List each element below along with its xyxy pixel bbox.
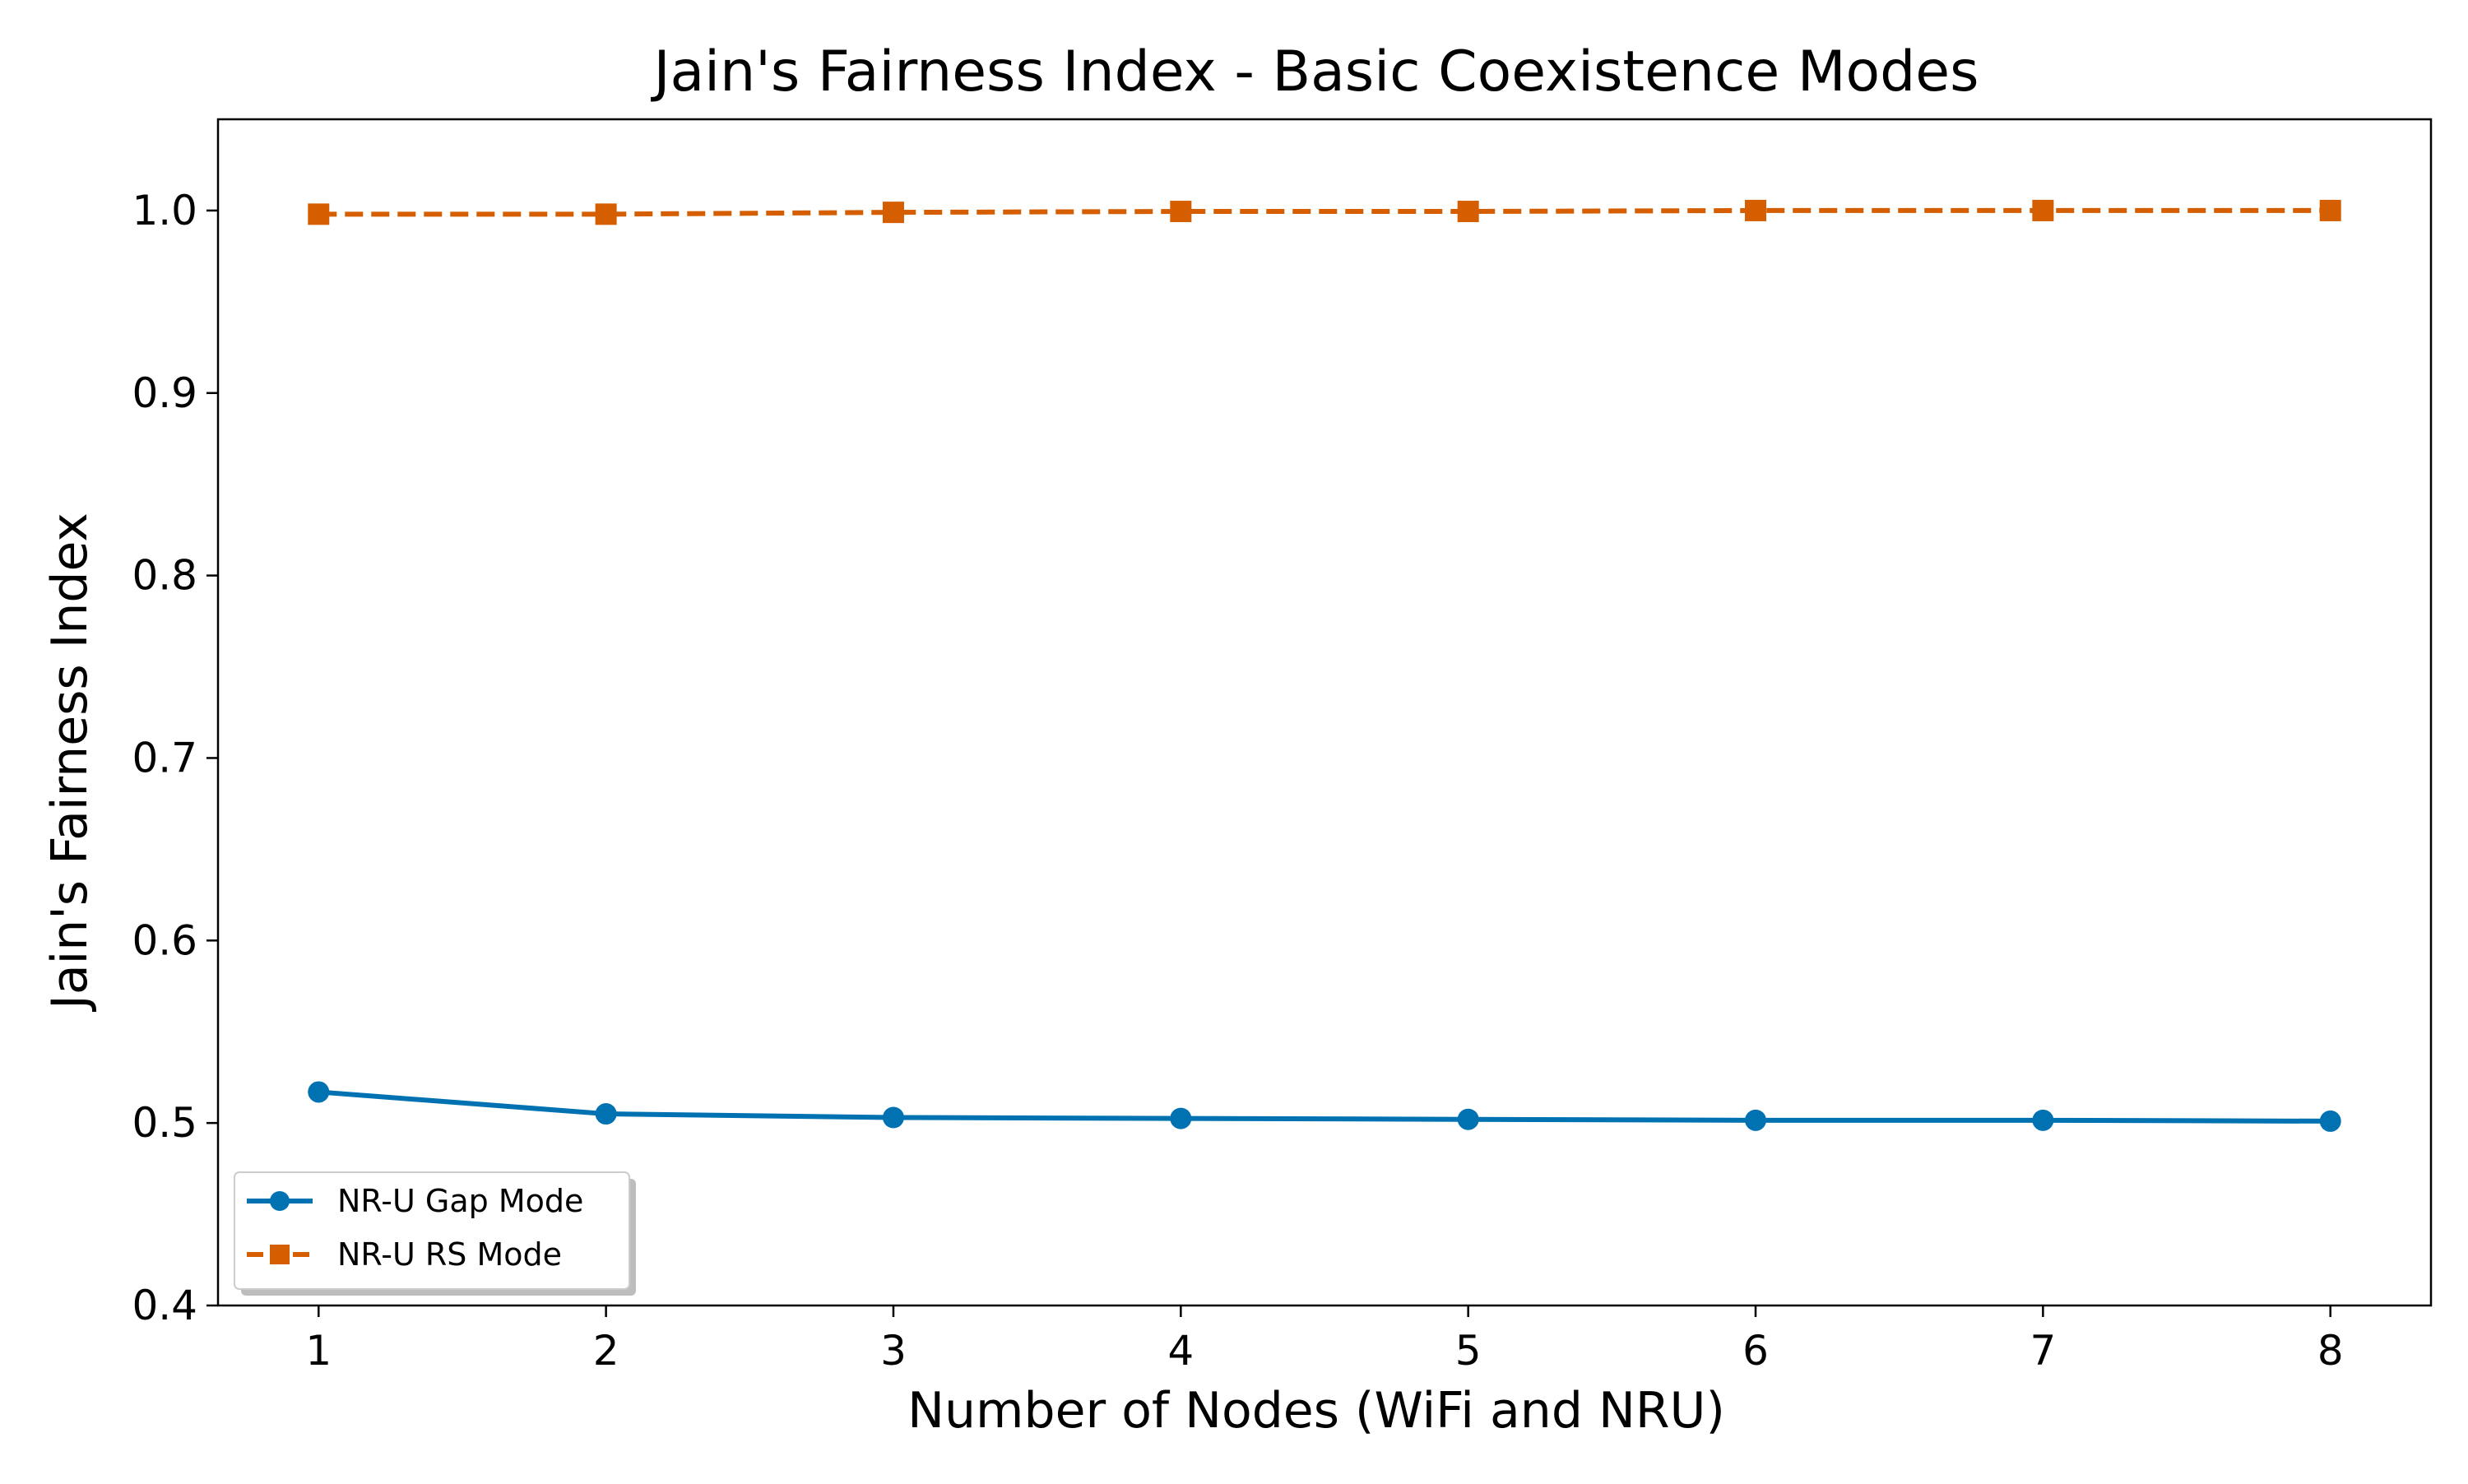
y-tick-label: 0.9: [132, 369, 197, 417]
legend-box: [234, 1171, 630, 1290]
series-1: [308, 1081, 2341, 1132]
data-point: [882, 1106, 904, 1129]
series-line: [318, 207, 2331, 217]
x-tick-label: 5: [1455, 1327, 1482, 1375]
chart-title: Jain's Fairness Index - Basic Coexistenc…: [650, 39, 1979, 104]
legend-item: NR-U Gap Mode: [247, 1183, 583, 1219]
x-tick-label: 6: [1742, 1327, 1769, 1375]
data-point: [1170, 1107, 1192, 1129]
data-point: [1745, 199, 1767, 221]
y-tick-label: 0.8: [132, 552, 197, 600]
data-point: [308, 203, 330, 225]
data-point: [595, 203, 617, 225]
x-tick-label: 2: [593, 1327, 619, 1375]
y-axis-label: Jain's Fairness Index: [41, 512, 99, 1013]
x-tick-label: 3: [880, 1327, 907, 1375]
series-2: [308, 199, 2341, 225]
legend-marker: [270, 1191, 290, 1211]
data-point: [2032, 1109, 2054, 1131]
series-layer: [308, 199, 2341, 1132]
y-tick-label: 0.6: [132, 916, 197, 964]
y-tick-label: 0.7: [132, 734, 197, 781]
x-tick-label: 1: [305, 1327, 332, 1375]
legend-marker: [270, 1245, 290, 1264]
y-tick-label: 0.5: [132, 1099, 197, 1147]
legend: NR-U Gap Mode NR-U RS Mode: [234, 1171, 636, 1296]
data-point: [1457, 1108, 1479, 1130]
plot-frame: [216, 118, 2433, 1307]
x-axis-label: Number of Nodes (WiFi and NRU): [907, 1382, 1725, 1440]
data-point: [308, 1081, 330, 1103]
y-tick-label: 1.0: [132, 187, 197, 234]
data-point: [1745, 1109, 1767, 1131]
x-tick-label: 4: [1167, 1327, 1194, 1375]
data-point: [1170, 201, 1192, 223]
x-axis-ticks: 1 2 3 4 5 6 7 8: [305, 1305, 2344, 1375]
data-point: [882, 202, 904, 224]
y-axis-ticks: 0.4 0.5 0.6 0.7 0.8 0.9 1.0: [132, 187, 218, 1329]
data-point: [2319, 1110, 2341, 1132]
x-tick-label: 7: [2030, 1327, 2056, 1375]
plot-area: [216, 118, 2433, 1307]
x-tick-label: 8: [2317, 1327, 2344, 1375]
y-tick-label: 0.4: [132, 1282, 197, 1329]
legend-item: NR-U RS Mode: [247, 1236, 562, 1273]
series-line: [318, 1089, 2331, 1124]
data-point: [2032, 199, 2054, 221]
data-point: [595, 1103, 617, 1125]
data-point: [2319, 199, 2341, 221]
legend-label: NR-U Gap Mode: [337, 1183, 583, 1219]
legend-label: NR-U RS Mode: [337, 1236, 562, 1273]
data-point: [1457, 201, 1479, 223]
